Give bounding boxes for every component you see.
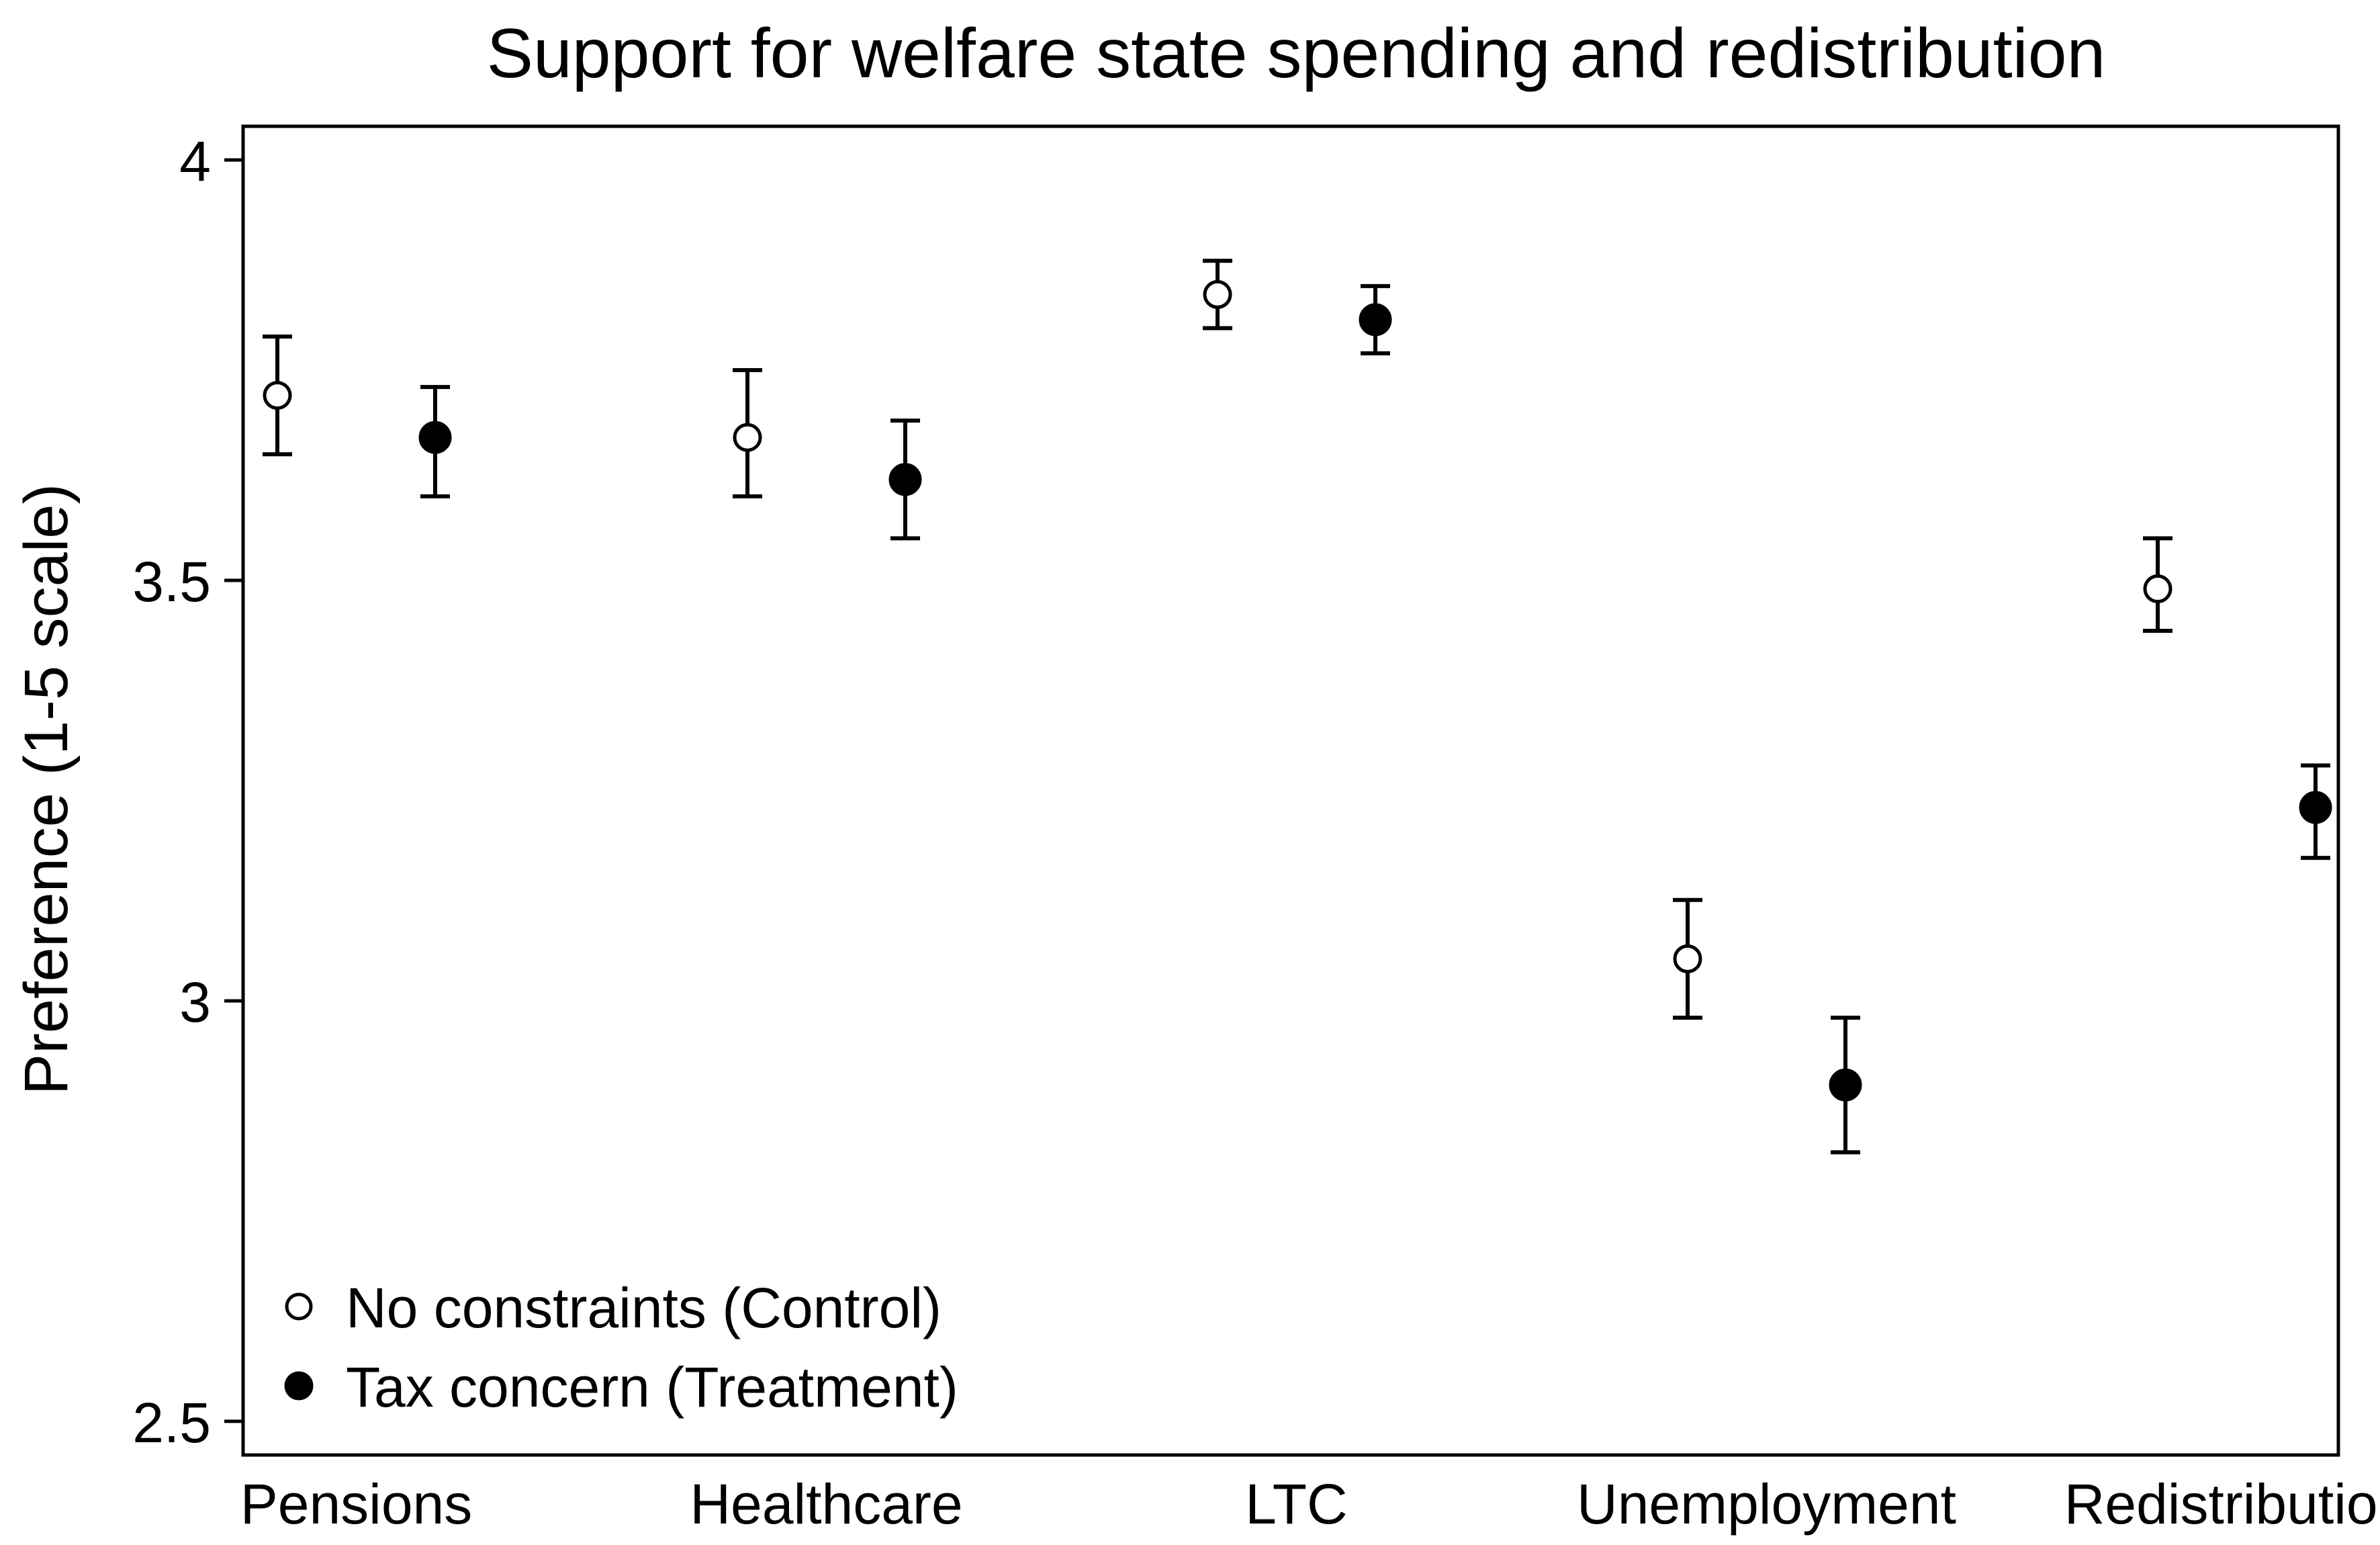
treatment-point	[2299, 791, 2332, 824]
x-tick-label: Pensions	[240, 1472, 473, 1536]
x-tick-label: Redistribution	[2064, 1472, 2380, 1536]
y-axis-ticks: 2.5 3 3.5 4	[132, 130, 243, 1454]
control-point	[263, 381, 292, 410]
control-point	[733, 423, 762, 452]
control-point	[1203, 279, 1232, 309]
y-axis-label: Preference (1-5 scale)	[12, 484, 81, 1095]
x-tick-label: LTC	[1245, 1472, 1347, 1536]
x-axis-labels: Pensions Healthcare LTC Unemployment Redistr…	[240, 1472, 2380, 1536]
legend: No constraints (Control) Tax concern (Tre…	[284, 1276, 958, 1419]
legend-treatment-marker	[284, 1371, 314, 1401]
y-tick-label: 4	[179, 130, 211, 193]
control-point	[1673, 944, 1702, 973]
x-tick-label: Healthcare	[690, 1472, 962, 1536]
treatment-point	[1829, 1068, 1862, 1102]
treatment-point	[418, 421, 452, 454]
y-tick-label: 3	[179, 971, 211, 1034]
legend-label: No constraints (Control)	[346, 1276, 942, 1339]
chart-title: Support for welfare state spending and r…	[487, 15, 2106, 93]
y-tick-label: 2.5	[132, 1391, 211, 1454]
y-tick-label: 3.5	[132, 550, 211, 613]
control-point	[2143, 574, 2172, 604]
legend-control-marker	[285, 1292, 313, 1321]
x-tick-label: Unemployment	[1577, 1472, 1956, 1536]
legend-label: Tax concern (Treatment)	[346, 1356, 958, 1419]
treatment-point	[1359, 303, 1392, 337]
data-marks	[263, 259, 2332, 1155]
plot-frame	[241, 124, 2340, 1457]
treatment-point	[888, 463, 922, 496]
